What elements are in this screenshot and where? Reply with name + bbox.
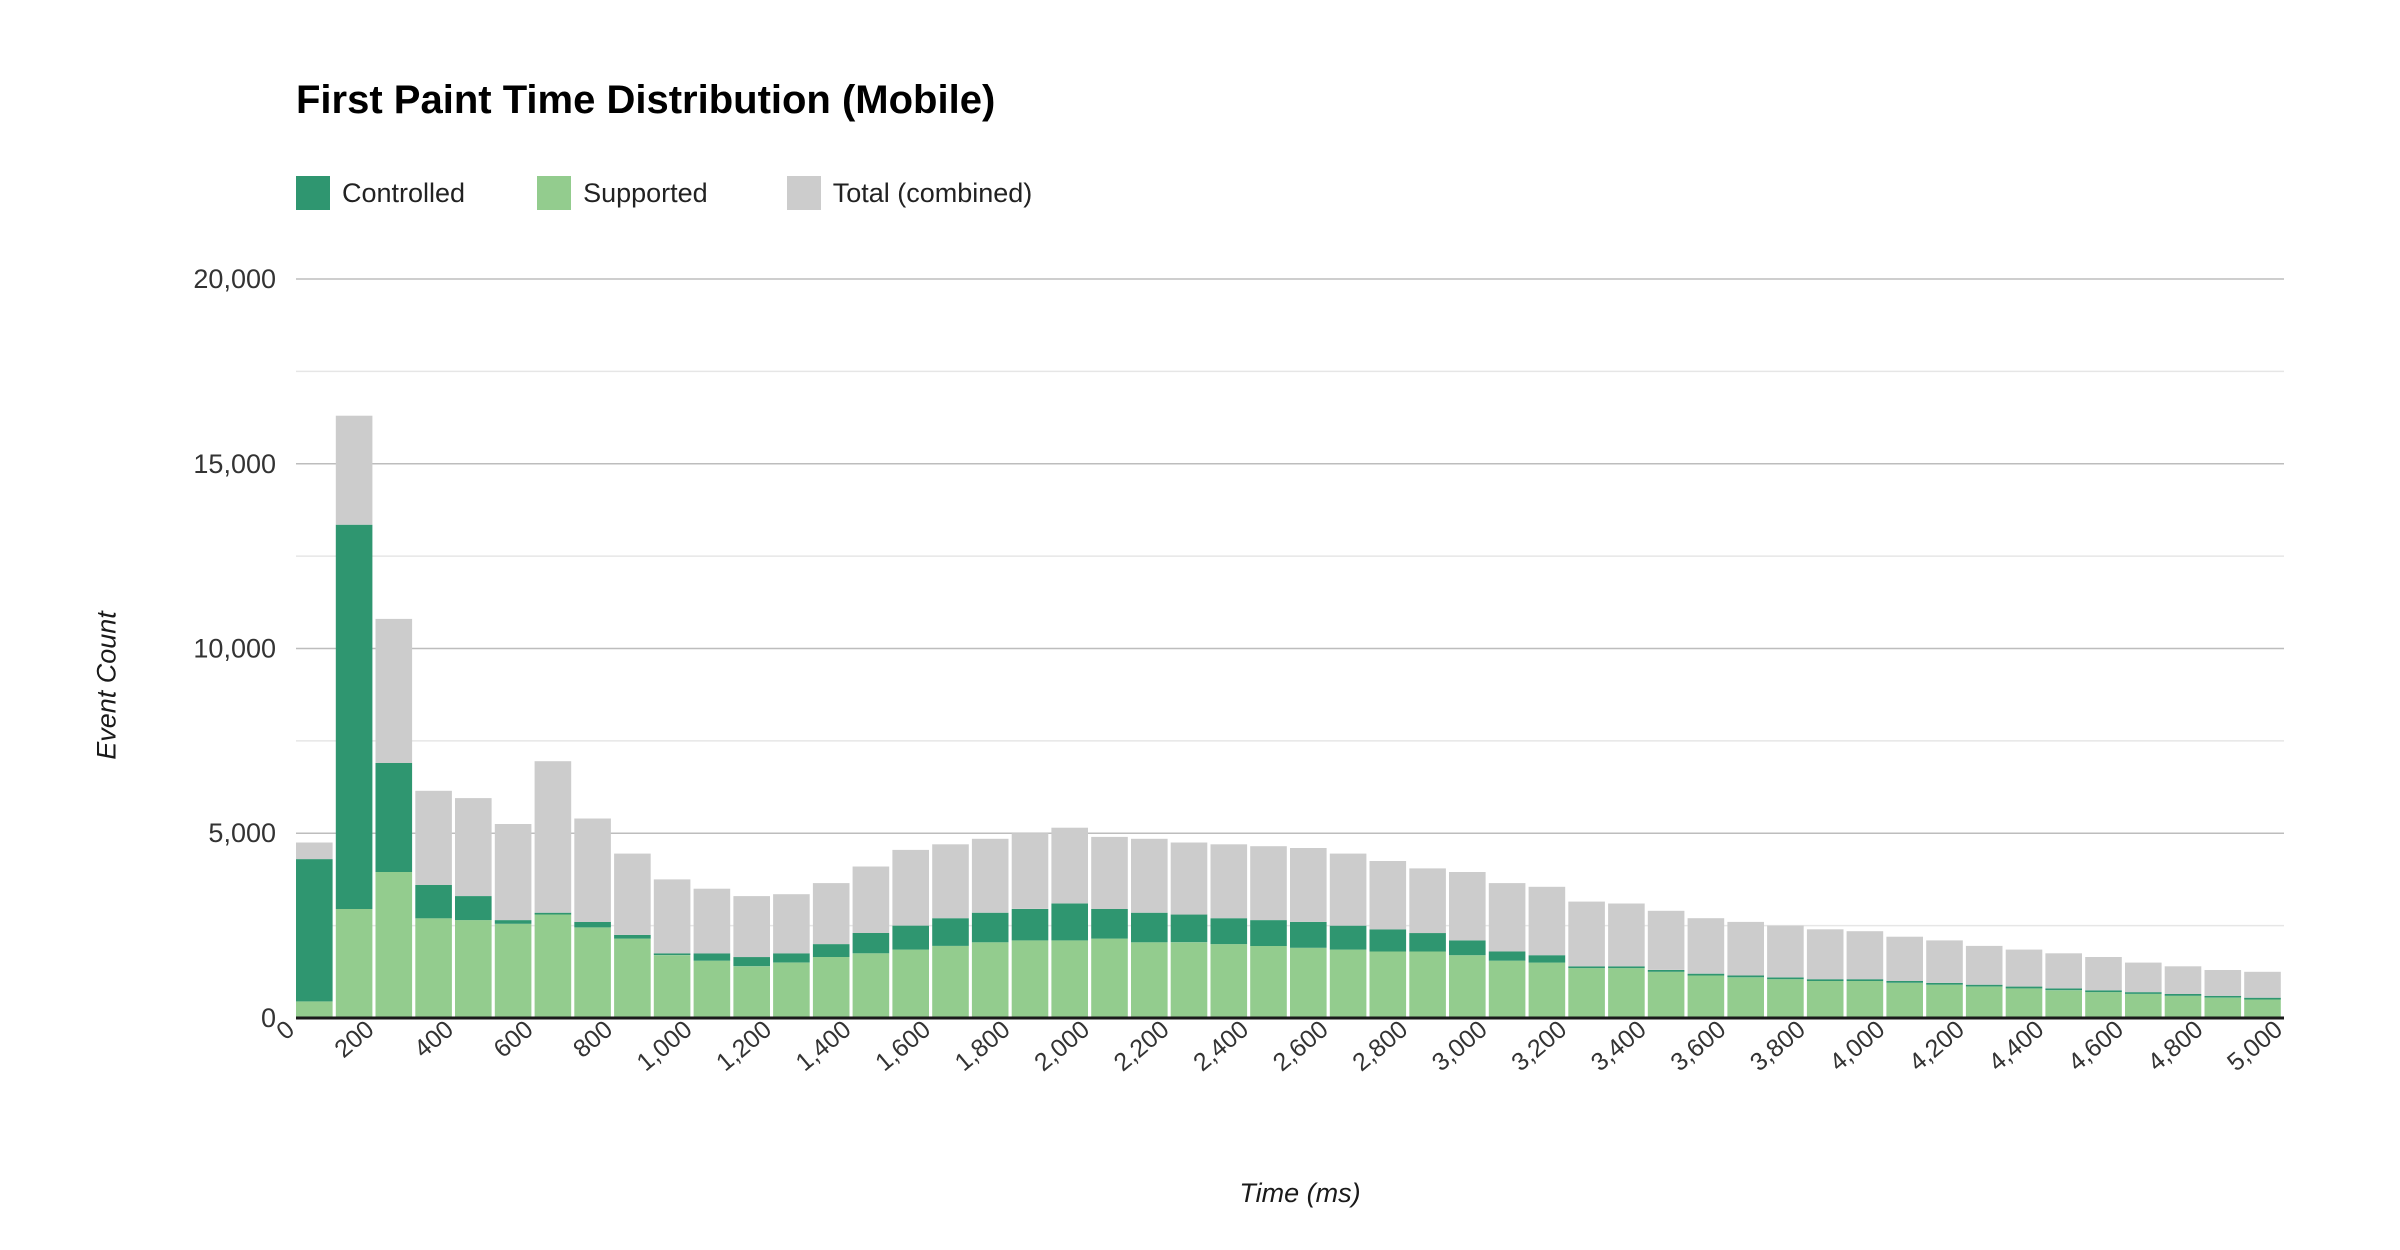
svg-text:4,400: 4,400 [1983, 1015, 2049, 1077]
svg-text:1,400: 1,400 [791, 1015, 857, 1077]
svg-text:1,600: 1,600 [870, 1015, 936, 1077]
svg-text:3,200: 3,200 [1506, 1015, 1572, 1077]
svg-text:4,600: 4,600 [2063, 1015, 2129, 1077]
svg-text:20,000: 20,000 [193, 264, 276, 294]
svg-text:2,400: 2,400 [1188, 1015, 1254, 1077]
svg-text:3,600: 3,600 [1665, 1015, 1731, 1077]
svg-text:1,200: 1,200 [711, 1015, 777, 1077]
svg-text:5,000: 5,000 [208, 818, 276, 848]
svg-text:3,400: 3,400 [1586, 1015, 1652, 1077]
svg-text:2,200: 2,200 [1109, 1015, 1175, 1077]
svg-text:4,200: 4,200 [1904, 1015, 1970, 1077]
svg-text:5,000: 5,000 [2222, 1015, 2288, 1077]
svg-text:15,000: 15,000 [193, 449, 276, 479]
svg-text:2,800: 2,800 [1347, 1015, 1413, 1077]
svg-text:600: 600 [489, 1015, 539, 1063]
svg-text:400: 400 [409, 1015, 459, 1063]
svg-text:4,800: 4,800 [2142, 1015, 2208, 1077]
svg-text:1,800: 1,800 [950, 1015, 1016, 1077]
svg-text:800: 800 [568, 1015, 618, 1063]
svg-text:3,800: 3,800 [1745, 1015, 1811, 1077]
svg-text:2,600: 2,600 [1268, 1015, 1334, 1077]
svg-text:1,000: 1,000 [632, 1015, 698, 1077]
svg-text:0: 0 [261, 1003, 276, 1033]
svg-text:3,000: 3,000 [1427, 1015, 1493, 1077]
svg-text:4,000: 4,000 [1824, 1015, 1890, 1077]
svg-text:200: 200 [329, 1015, 379, 1063]
svg-text:2,000: 2,000 [1029, 1015, 1095, 1077]
svg-text:10,000: 10,000 [193, 634, 276, 664]
